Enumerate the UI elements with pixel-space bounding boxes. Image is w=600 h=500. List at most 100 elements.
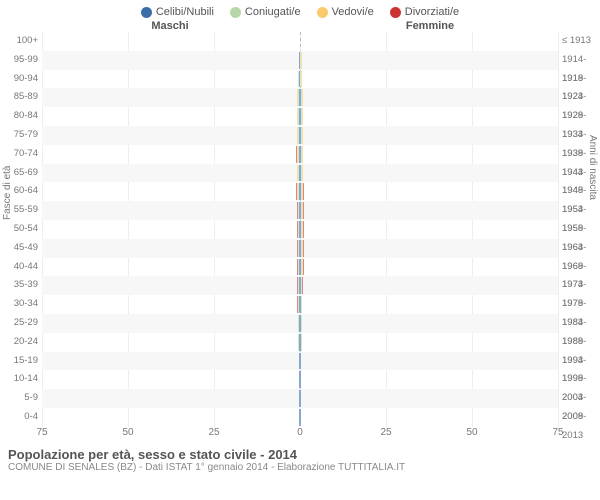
birth-year-label: 1954-1958 — [558, 201, 600, 220]
bar-female — [300, 315, 302, 332]
x-tick: 50 — [122, 427, 133, 438]
bar-female — [300, 221, 304, 238]
bar-female — [300, 127, 303, 144]
pyramid-row — [42, 126, 558, 145]
bar-segment — [303, 202, 304, 219]
birth-year-label: 1924-1928 — [558, 88, 600, 107]
age-label: 90-94 — [0, 70, 42, 89]
bar-female — [300, 371, 301, 388]
age-label: 60-64 — [0, 182, 42, 201]
legend-item: Coniugati/e — [230, 6, 301, 18]
birth-year-label: 1984-1988 — [558, 314, 600, 333]
pyramid-row — [42, 32, 558, 51]
age-label: 75-79 — [0, 126, 42, 145]
x-tick: 25 — [380, 427, 391, 438]
bar-female — [300, 108, 303, 125]
pyramid-row — [42, 220, 558, 239]
bar-segment — [301, 71, 302, 88]
bar-segment — [303, 240, 304, 257]
birth-year-label: 1949-1953 — [558, 182, 600, 201]
age-label: 20-24 — [0, 333, 42, 352]
x-axis: 7550250255075 — [42, 427, 558, 441]
age-labels: 100+95-9990-9485-8980-8475-7970-7465-696… — [0, 32, 42, 427]
legend-swatch — [230, 7, 241, 18]
bar-segment — [300, 353, 301, 370]
pyramid-row — [42, 182, 558, 201]
age-label: 25-29 — [0, 314, 42, 333]
pyramid-row — [42, 70, 558, 89]
age-label: 95-99 — [0, 51, 42, 70]
bar-female — [300, 71, 302, 88]
birth-year-label: ≤ 1913 — [558, 32, 600, 51]
pyramid-row — [42, 314, 558, 333]
pyramid-row — [42, 107, 558, 126]
birth-year-label: 1964-1968 — [558, 239, 600, 258]
age-label: 80-84 — [0, 107, 42, 126]
bar-segment — [300, 409, 301, 426]
bar-segment — [300, 390, 301, 407]
birth-year-label: 1934-1938 — [558, 126, 600, 145]
bar-female — [300, 183, 304, 200]
age-label: 5-9 — [0, 389, 42, 408]
birth-year-labels: ≤ 19131914-19181919-19231924-19281929-19… — [558, 32, 600, 427]
rows — [42, 32, 558, 427]
age-label: 85-89 — [0, 88, 42, 107]
pyramid-row — [42, 333, 558, 352]
pyramid-row — [42, 88, 558, 107]
bar-segment — [302, 146, 303, 163]
birth-year-label: 1944-1948 — [558, 164, 600, 183]
bar-female — [300, 202, 304, 219]
age-label: 35-39 — [0, 276, 42, 295]
legend-label: Vedovi/e — [332, 6, 374, 18]
chart-title: Popolazione per età, sesso e stato civil… — [8, 447, 592, 462]
bar-female — [300, 259, 304, 276]
legend: Celibi/Nubili Coniugati/e Vedovi/e Divorzia… — [0, 0, 600, 20]
birth-year-label: 1994-1998 — [558, 352, 600, 371]
bar-female — [300, 390, 301, 407]
legend-label: Divorziati/e — [405, 6, 459, 18]
bar-segment — [302, 277, 303, 294]
chart-area: 100+95-9990-9485-8980-8475-7970-7465-696… — [0, 32, 600, 427]
x-tick: 75 — [552, 427, 563, 438]
bar-segment — [303, 183, 304, 200]
birth-year-label: 1939-1943 — [558, 145, 600, 164]
grid-line — [558, 32, 559, 427]
column-headers: Maschi Femmine — [0, 20, 600, 32]
bar-segment — [302, 108, 303, 125]
bar-female — [300, 52, 302, 69]
plot — [42, 32, 558, 427]
age-label: 55-59 — [0, 201, 42, 220]
birth-year-label: 1979-1983 — [558, 295, 600, 314]
bar-female — [300, 296, 302, 313]
x-tick: 50 — [466, 427, 477, 438]
birth-year-label: 1974-1978 — [558, 276, 600, 295]
birth-year-label: 2009-2013 — [558, 408, 600, 427]
bar-segment — [301, 334, 302, 351]
legend-swatch — [141, 7, 152, 18]
birth-year-label: 1929-1933 — [558, 107, 600, 126]
bar-female — [300, 353, 301, 370]
birth-year-label: 1914-1918 — [558, 51, 600, 70]
legend-label: Celibi/Nubili — [156, 6, 214, 18]
age-label: 15-19 — [0, 352, 42, 371]
age-label: 40-44 — [0, 258, 42, 277]
birth-year-label: 1959-1963 — [558, 220, 600, 239]
age-label: 65-69 — [0, 164, 42, 183]
pyramid-row — [42, 408, 558, 427]
age-label: 30-34 — [0, 295, 42, 314]
bar-female — [300, 146, 303, 163]
footer: Popolazione per età, sesso e stato civil… — [0, 441, 600, 473]
pyramid-row — [42, 258, 558, 277]
bar-segment — [303, 221, 304, 238]
bar-segment — [302, 127, 303, 144]
bar-segment — [301, 296, 302, 313]
bar-segment — [301, 315, 302, 332]
legend-item: Vedovi/e — [317, 6, 374, 18]
bar-female — [300, 409, 301, 426]
bar-segment — [302, 165, 303, 182]
bar-segment — [303, 259, 304, 276]
x-tick: 25 — [208, 427, 219, 438]
bar-segment — [300, 371, 301, 388]
bar-segment — [301, 52, 302, 69]
legend-swatch — [317, 7, 328, 18]
